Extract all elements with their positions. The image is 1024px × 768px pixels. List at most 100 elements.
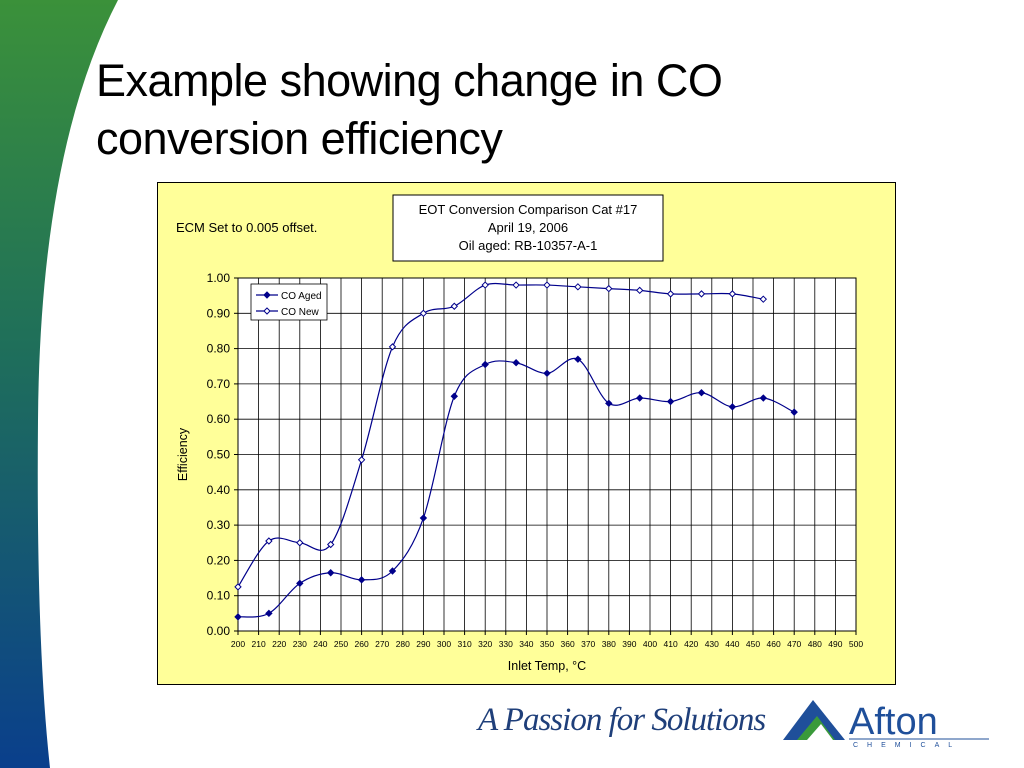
efficiency-chart: 0.00 0.10 0.20 0.30 0.40 0.50 0.60 0.70 0.80 0.90… (176, 194, 863, 673)
data-point (357, 576, 366, 584)
tagline: A Passion for Solutions (478, 702, 766, 738)
x-tick-label: 230 (293, 639, 307, 649)
chart-panel: 0.00 0.10 0.20 0.30 0.40 0.50 0.60 0.70 0.80 0.90… (157, 182, 896, 685)
x-tick-label: 350 (540, 639, 554, 649)
afton-logo: Afton CHEMICAL (783, 700, 989, 749)
data-point (388, 343, 397, 351)
x-tick-label: 330 (499, 639, 513, 649)
legend-box (250, 283, 328, 321)
data-point (296, 539, 304, 547)
data-point (357, 456, 366, 464)
x-tick-label: 320 (478, 639, 492, 649)
logo-word: Afton (849, 701, 938, 743)
data-point (635, 286, 644, 295)
data-point (759, 394, 768, 402)
x-tick-label: 260 (355, 639, 369, 649)
data-point (605, 399, 613, 408)
x-tick-label: 220 (272, 639, 286, 649)
x-tick-label: 410 (664, 639, 678, 649)
x-tick-label: 430 (705, 639, 719, 649)
data-point (326, 540, 335, 549)
data-point (234, 583, 242, 591)
x-tick-label: 440 (725, 639, 739, 649)
x-tick-label: 270 (375, 639, 389, 649)
x-tick-label: 420 (684, 639, 698, 649)
data-point (697, 389, 706, 397)
legend-label: CO Aged (281, 291, 322, 302)
data-point (605, 284, 613, 293)
x-tick-label: 380 (602, 639, 616, 649)
x-tick-label: 280 (396, 639, 410, 649)
x-tick-label: 490 (828, 639, 842, 649)
y-tick-label: 1.00 (207, 271, 231, 285)
data-point (666, 290, 675, 298)
x-tick-label: 200 (231, 639, 245, 649)
data-point (419, 309, 428, 318)
logo-subword: CHEMICAL (853, 742, 961, 749)
x-tick-label: 300 (437, 639, 451, 649)
data-point (728, 403, 737, 411)
x-tick-label: 390 (622, 639, 636, 649)
slide-title: Example showing change in CO conversion … (96, 52, 976, 168)
data-point (512, 281, 520, 289)
x-axis-label: Inlet Temp, °C (508, 659, 586, 673)
chart-title-box (392, 194, 664, 262)
side-gradient-band (0, 0, 118, 768)
y-tick-label: 0.50 (207, 448, 231, 462)
chart-title-line: EOT Conversion Comparison Cat #17 (419, 202, 638, 217)
data-point (265, 609, 273, 618)
x-tick-label: 360 (561, 639, 575, 649)
data-point (296, 579, 304, 588)
data-point (759, 295, 768, 303)
legend-marker (263, 291, 271, 299)
slide-title-line2: conversion efficiency (96, 113, 503, 164)
y-tick-label: 0.60 (207, 412, 231, 426)
data-point (265, 537, 273, 545)
slide-title-line1: Example showing change in CO (96, 55, 723, 106)
y-tick-label: 0.10 (207, 589, 231, 603)
y-tick-label: 0.20 (207, 553, 231, 567)
y-tick-label: 0.70 (207, 377, 231, 391)
y-tick-label: 0.40 (207, 483, 231, 497)
data-point (635, 394, 644, 402)
data-point (450, 302, 459, 310)
x-tick-label: 240 (313, 639, 327, 649)
data-point (666, 397, 675, 406)
x-tick-label: 480 (808, 639, 822, 649)
data-point (574, 283, 582, 291)
x-tick-label: 460 (767, 639, 781, 649)
chart-title-line: April 19, 2006 (488, 220, 568, 235)
data-point (574, 355, 582, 363)
y-tick-label: 0.00 (207, 624, 231, 638)
y-tick-label: 0.30 (207, 518, 231, 532)
x-tick-label: 250 (334, 639, 348, 649)
data-point (481, 281, 489, 289)
x-tick-label: 210 (252, 639, 266, 649)
x-tick-label: 400 (643, 639, 657, 649)
chart-title-line: Oil aged: RB-10357-A-1 (459, 238, 598, 253)
logo-mountain-icon (783, 700, 845, 740)
data-point (728, 290, 737, 298)
x-tick-label: 370 (581, 639, 595, 649)
data-point (790, 408, 798, 416)
data-point (234, 613, 242, 621)
data-point (543, 281, 551, 289)
x-tick-label: 290 (416, 639, 430, 649)
x-tick-label: 450 (746, 639, 760, 649)
y-tick-label: 0.90 (207, 306, 231, 320)
y-tick-label: 0.80 (207, 342, 231, 356)
x-tick-label: 310 (458, 639, 472, 649)
x-tick-label: 470 (787, 639, 801, 649)
y-axis-label: Efficiency (176, 427, 190, 481)
chart-annotation: ECM Set to 0.005 offset. (176, 220, 317, 235)
data-point (419, 514, 428, 522)
data-point (543, 369, 551, 378)
legend-label: CO New (281, 307, 320, 318)
data-point (450, 392, 459, 400)
data-point (481, 360, 489, 369)
data-point (326, 569, 335, 577)
x-tick-label: 500 (849, 639, 863, 649)
legend-marker (263, 307, 271, 315)
data-point (697, 290, 706, 298)
data-point (512, 359, 520, 367)
